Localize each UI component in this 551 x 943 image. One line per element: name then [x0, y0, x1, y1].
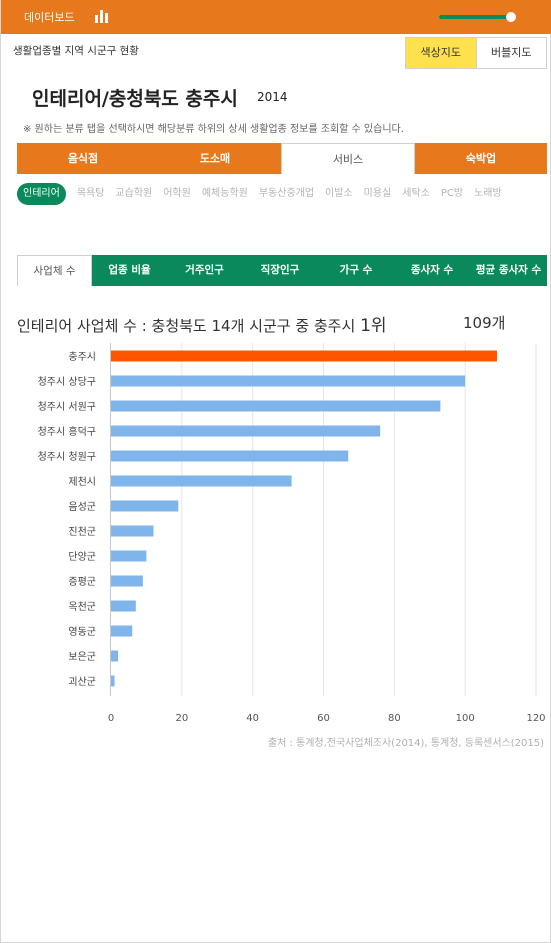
- subcategory-item-2[interactable]: 교습학원: [115, 188, 153, 199]
- page-subtitle: 생활업종별 지역 시군구 현황: [13, 45, 139, 57]
- metric-tab-4[interactable]: 가구 수: [318, 255, 394, 286]
- map-type-toggle: 색상지도 버블지도: [405, 37, 547, 69]
- x-tick-label-120: 120: [526, 713, 545, 724]
- subcategory-item-1[interactable]: 목욕탕: [76, 188, 105, 199]
- x-tick-label-0: 0: [108, 713, 114, 724]
- bar-4: [111, 450, 349, 462]
- app-title: 데이터보드: [24, 11, 75, 24]
- bar-chart-icon[interactable]: [95, 9, 109, 23]
- bar-0: [111, 350, 498, 362]
- category-label-5: 제천시: [68, 476, 96, 488]
- page-year: 2014: [257, 90, 288, 104]
- category-label-6: 음성군: [68, 501, 96, 513]
- category-label-2: 청주시 서원구: [38, 401, 96, 413]
- category-label-12: 보은군: [68, 651, 96, 663]
- metric-tabs: 사업체 수 업종 비율 거주인구 직장인구 가구 수 종사자 수 평균 종사자 수: [17, 255, 547, 286]
- x-tick-label-40: 40: [246, 713, 259, 724]
- subcategory-item-9[interactable]: PC방: [440, 188, 464, 199]
- subcategory-item-7[interactable]: 미용실: [363, 188, 392, 199]
- subcategory-item-0[interactable]: 인테리어: [17, 183, 66, 205]
- bar-13: [111, 675, 115, 687]
- bar-7: [111, 525, 154, 537]
- subcategory-item-6[interactable]: 이발소: [325, 188, 353, 199]
- bar-10: [111, 600, 136, 612]
- subcategory-item-8[interactable]: 세탁소: [402, 188, 430, 199]
- chart-heading-text: 인테리어 사업체 수 : 충청북도 14개 시군구 중 충주시: [17, 317, 361, 335]
- source-text: 출처 : 통계청,전국사업체조사(2014), 통계청, 등록센서스(2015): [267, 738, 544, 749]
- category-tabs: 음식점 도소매 서비스 숙박업: [17, 143, 547, 174]
- category-tab-3[interactable]: 숙박업: [415, 143, 547, 174]
- metric-tab-2[interactable]: 거주인구: [167, 255, 242, 286]
- chart-heading-value: 109개: [463, 314, 506, 332]
- category-label-4: 청주시 청원구: [38, 451, 96, 463]
- bar-11: [111, 625, 133, 637]
- bar-12: [111, 650, 119, 662]
- metric-tab-3[interactable]: 직장인구: [242, 255, 318, 286]
- category-tab-1[interactable]: 도소매: [149, 143, 281, 174]
- x-tick-label-80: 80: [388, 713, 401, 724]
- subcategory-item-5[interactable]: 부동산중개업: [258, 188, 315, 199]
- bar-1: [111, 375, 466, 387]
- color-map-button[interactable]: 색상지도: [406, 38, 476, 68]
- bubble-map-button[interactable]: 버블지도: [475, 38, 546, 68]
- category-label-10: 옥천군: [68, 601, 96, 613]
- category-label-11: 영동군: [68, 626, 96, 638]
- x-tick-label-60: 60: [317, 713, 330, 724]
- subcategory-item-10[interactable]: 노래방: [474, 188, 502, 199]
- bar-6: [111, 500, 179, 512]
- subcategory-item-3[interactable]: 어학원: [163, 188, 191, 199]
- metric-tab-1[interactable]: 업종 비율: [92, 255, 167, 286]
- subcategory-list: 인테리어 목욕탕 교습학원 어학원 예체능학원 부동산중개업 이발소 미용실 세탁소 PC방 노래방: [17, 183, 527, 205]
- category-label-7: 진천군: [68, 526, 96, 538]
- x-tick-label-100: 100: [456, 713, 475, 724]
- category-label-8: 단양군: [68, 551, 96, 563]
- chart-heading: 인테리어 사업체 수 : 충청북도 14개 시군구 중 충주시 1위: [17, 311, 387, 336]
- opacity-slider-handle[interactable]: [506, 12, 517, 22]
- category-tab-0[interactable]: 음식점: [17, 143, 149, 174]
- category-tab-2[interactable]: 서비스: [281, 143, 415, 174]
- subcategory-item-4[interactable]: 예체능학원: [201, 188, 248, 199]
- category-label-1: 청주시 상당구: [38, 376, 96, 388]
- chart-heading-rank: 1위: [360, 316, 387, 336]
- bar-3: [111, 425, 381, 437]
- bar-5: [111, 475, 292, 487]
- category-label-9: 증평군: [68, 576, 96, 588]
- page-title: 인테리어/충청북도 충주시: [32, 88, 238, 110]
- category-label-3: 청주시 흥덕구: [38, 425, 96, 438]
- metric-tab-0[interactable]: 사업체 수: [17, 255, 92, 286]
- x-tick-label-20: 20: [175, 713, 188, 724]
- category-label-0: 충주시: [68, 351, 96, 363]
- metric-tab-6[interactable]: 평균 종사자 수: [470, 255, 547, 286]
- bar-9: [111, 575, 143, 587]
- category-label-13: 괴산군: [68, 676, 96, 688]
- bar-2: [111, 400, 441, 412]
- metric-tab-5[interactable]: 종사자 수: [394, 255, 470, 286]
- opacity-slider-fill: [439, 15, 512, 19]
- notice-text: ※ 원하는 분류 탭을 선택하시면 해당분류 하위의 상세 생활업종 정보를 조…: [23, 124, 404, 135]
- bar-8: [111, 550, 147, 562]
- top-bar: 데이터보드: [1, 0, 551, 34]
